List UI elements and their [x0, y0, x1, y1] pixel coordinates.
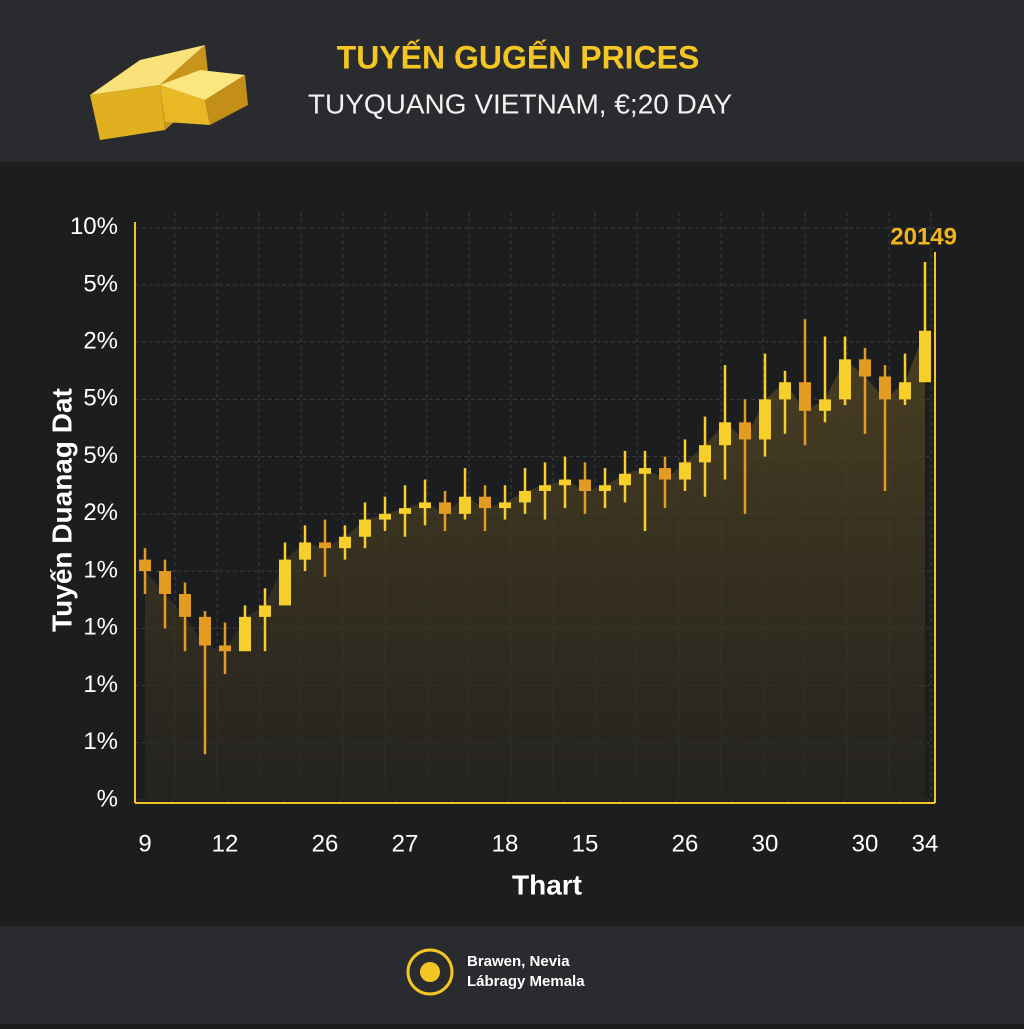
- x-tick-label: 26: [312, 830, 339, 857]
- y-tick-label: 1%: [83, 728, 118, 755]
- candle-body: [779, 382, 791, 400]
- candle-body: [899, 382, 911, 400]
- candle-body: [839, 359, 851, 400]
- candle-body: [439, 502, 451, 514]
- candle-body: [459, 496, 471, 514]
- candle-body: [259, 605, 271, 617]
- candle-body: [279, 559, 291, 606]
- y-tick-label: 1%: [83, 614, 118, 641]
- subtitle: TUYQUANG VIETNAM, €;20 DAY: [308, 88, 733, 119]
- candle-body: [739, 422, 751, 440]
- candle-body: [819, 399, 831, 411]
- y-tick-label: 1%: [83, 556, 118, 583]
- y-tick-label: 2%: [83, 499, 118, 526]
- x-tick-label: 18: [492, 830, 519, 857]
- gold-icon: [90, 45, 248, 140]
- close-area: [145, 330, 925, 800]
- candle-body: [639, 468, 651, 474]
- candle-body: [579, 479, 591, 491]
- x-axis-label: Thart: [512, 869, 582, 900]
- y-axis-label: Tuyến Duanag Dat: [46, 388, 77, 632]
- x-tick-label: 9: [138, 830, 151, 857]
- candle-body: [179, 593, 191, 617]
- candle-body: [679, 462, 691, 480]
- candle-body: [319, 542, 331, 549]
- candle-body: [719, 422, 731, 446]
- y-tick-label: %: [97, 785, 118, 812]
- candle-body: [619, 473, 631, 486]
- candle-body: [139, 559, 151, 572]
- candle-body: [199, 616, 211, 646]
- candle-body: [159, 571, 171, 594]
- candle-body: [399, 508, 411, 514]
- candle-body: [239, 616, 251, 652]
- candle-body: [499, 502, 511, 509]
- candle-body: [519, 490, 531, 503]
- y-tick-label: 5%: [83, 385, 118, 412]
- x-tick-label: 30: [752, 830, 779, 857]
- annotation: 20149: [890, 223, 957, 250]
- candle-body: [659, 468, 671, 480]
- candle-body: [699, 445, 711, 463]
- y-tick-label: 10%: [70, 213, 118, 240]
- y-tick-label: 2%: [83, 328, 118, 355]
- candle-body: [599, 485, 611, 491]
- candle-body: [379, 513, 391, 520]
- y-tick-label: 5%: [83, 270, 118, 297]
- x-tick-label: 12: [212, 830, 239, 857]
- candle-body: [799, 382, 811, 411]
- footer-logo: [406, 948, 454, 996]
- candle-body: [339, 536, 351, 549]
- y-tick-label: 5%: [83, 442, 118, 469]
- candle-body: [299, 542, 311, 560]
- x-tick-label: 30: [852, 830, 879, 857]
- candle-body: [419, 502, 431, 509]
- candle-body: [859, 359, 871, 377]
- x-tick-label: 15: [572, 830, 599, 857]
- footer-line1: Brawen, Nevia: [467, 953, 570, 970]
- candle-body: [359, 519, 371, 537]
- candle-body: [879, 376, 891, 400]
- candle-body: [539, 485, 551, 491]
- candle-body: [479, 496, 491, 509]
- candle-body: [219, 645, 231, 652]
- candle-body: [559, 479, 571, 486]
- x-tick-label: 26: [672, 830, 699, 857]
- y-tick-label: 1%: [83, 671, 118, 698]
- x-tick-label: 27: [392, 830, 419, 857]
- title: TUYẾN GUGẾN PRICES: [337, 39, 700, 75]
- x-tick-label: 34: [912, 830, 939, 857]
- candle-body: [759, 399, 771, 440]
- candle-body: [919, 330, 931, 383]
- footer-line2: Lábragy Memala: [467, 973, 585, 990]
- footer-bg: [0, 926, 1024, 1024]
